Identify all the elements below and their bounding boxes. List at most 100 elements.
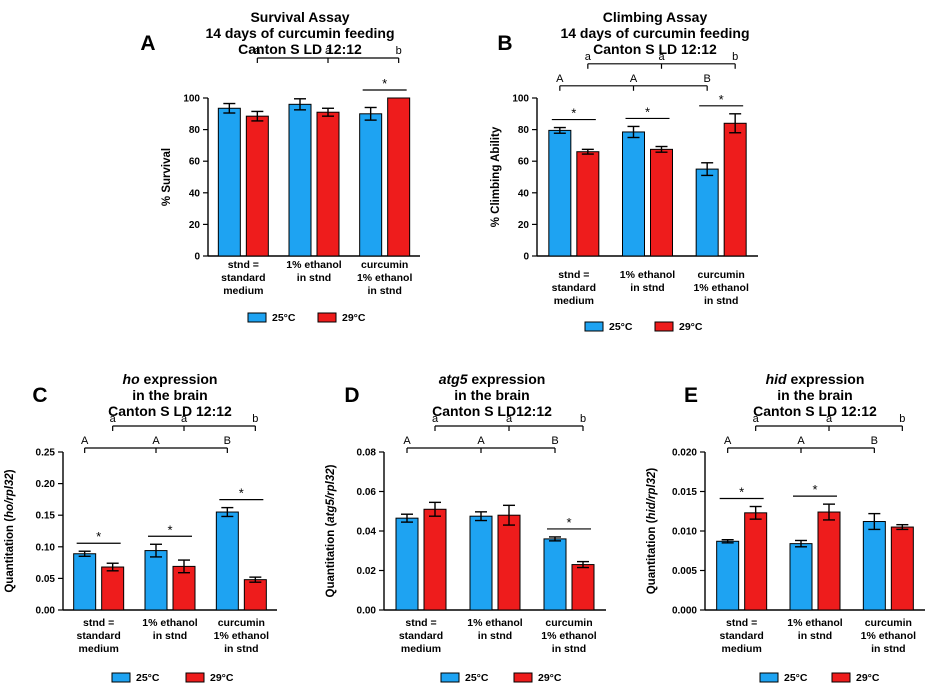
category-label: in stnd <box>367 285 401 297</box>
group-letter: b <box>396 45 402 57</box>
y-tick-label: 0.00 <box>36 606 56 617</box>
legend-label: 29°C <box>679 321 703 333</box>
group-letter: a <box>432 413 439 425</box>
group-letter: a <box>506 413 513 425</box>
chart-title-line: atg5 expression <box>439 371 546 387</box>
category-label: 1% ethanol <box>693 282 749 294</box>
bar <box>548 129 572 257</box>
y-tick-label: 0.06 <box>357 487 377 498</box>
group-letter: a <box>325 45 332 57</box>
category-label: standard <box>552 282 596 294</box>
category-label: in stnd <box>224 643 258 655</box>
category-label: stnd = <box>726 617 757 629</box>
significance-star: * <box>571 106 576 121</box>
bar <box>288 103 312 257</box>
legend-label: 25°C <box>609 321 633 333</box>
legend-label: 29°C <box>342 312 366 324</box>
category-label: stnd = <box>83 617 114 629</box>
panel-label: B <box>497 32 512 55</box>
legend-swatch <box>111 672 131 683</box>
category-label: stnd = <box>558 269 589 281</box>
group-letter: a <box>658 51 665 63</box>
group-letter: A <box>152 435 160 447</box>
category-label: curcumin <box>361 259 408 271</box>
y-tick-label: 0.20 <box>36 479 56 490</box>
legend-swatch <box>654 321 674 332</box>
y-axis-label: % Survival <box>161 148 173 206</box>
chart-title-line: Climbing Assay <box>603 9 708 25</box>
category-label: 1% ethanol <box>286 259 342 271</box>
bar <box>817 511 841 611</box>
bar <box>316 111 340 257</box>
bar <box>716 540 740 611</box>
group-letter: b <box>580 413 586 425</box>
chart-title-line: Canton S LD12:12 <box>432 403 552 419</box>
significance-star: * <box>739 485 744 500</box>
bar <box>217 107 241 257</box>
chart-title-line: hid expression <box>766 371 865 387</box>
y-axis-label: Quantitation (hid/rpl32) <box>646 468 658 595</box>
y-tick-label: 40 <box>189 188 201 199</box>
legend-swatch <box>440 672 460 683</box>
category-label: in stnd <box>630 282 664 294</box>
legend-swatch <box>831 672 851 683</box>
chart-title-line: Survival Assay <box>250 9 349 25</box>
legend-swatch <box>317 312 337 323</box>
group-letter: B <box>871 435 878 447</box>
y-tick-label: 0.010 <box>672 527 697 538</box>
bar <box>243 579 267 611</box>
category-label: in stnd <box>297 272 331 284</box>
group-letter: A <box>556 73 564 85</box>
group-letter: a <box>254 45 261 57</box>
group-letter: a <box>826 413 833 425</box>
y-tick-label: 0.05 <box>36 574 56 585</box>
category-label: medium <box>554 295 594 307</box>
category-label: 1% ethanol <box>787 617 843 629</box>
bar <box>359 113 383 257</box>
bar <box>543 538 567 611</box>
group-letter: b <box>899 413 905 425</box>
chart-title-line: Canton S LD 12:12 <box>238 41 362 57</box>
category-label: medium <box>722 643 762 655</box>
panel-label: E <box>684 384 698 407</box>
category-label: medium <box>223 285 263 297</box>
bar <box>101 566 125 611</box>
panel-label: A <box>140 32 155 55</box>
y-tick-label: 0.08 <box>357 448 377 459</box>
y-tick-label: 20 <box>189 220 201 231</box>
category-label: standard <box>76 630 120 642</box>
category-label: in stnd <box>153 630 187 642</box>
bar <box>215 511 239 611</box>
category-label: curcumin <box>698 269 745 281</box>
legend-label: 29°C <box>856 672 880 684</box>
y-axis-label: Quantitation (ho/rpl32) <box>4 469 16 592</box>
group-letter: B <box>551 435 558 447</box>
y-tick-label: 0.02 <box>357 566 377 577</box>
y-tick-label: 0.25 <box>36 448 56 459</box>
group-letter: b <box>732 51 738 63</box>
group-letter: b <box>252 413 258 425</box>
category-label: in stnd <box>798 630 832 642</box>
significance-star: * <box>239 486 244 501</box>
category-label: 1% ethanol <box>142 617 198 629</box>
legend-label: 25°C <box>136 672 160 684</box>
legend-label: 29°C <box>210 672 234 684</box>
category-label: stnd = <box>228 259 259 271</box>
bar <box>387 97 411 257</box>
category-label: 1% ethanol <box>467 617 523 629</box>
chart-title-line: in the brain <box>777 387 852 403</box>
legend-label: 25°C <box>784 672 808 684</box>
bar <box>469 515 493 611</box>
legend-swatch <box>759 672 779 683</box>
group-letter: B <box>703 73 710 85</box>
y-tick-label: 0 <box>523 252 529 263</box>
category-label: standard <box>221 272 265 284</box>
category-label: in stnd <box>704 295 738 307</box>
panel-label: C <box>32 384 47 407</box>
bar <box>650 148 673 257</box>
bar <box>862 521 886 611</box>
